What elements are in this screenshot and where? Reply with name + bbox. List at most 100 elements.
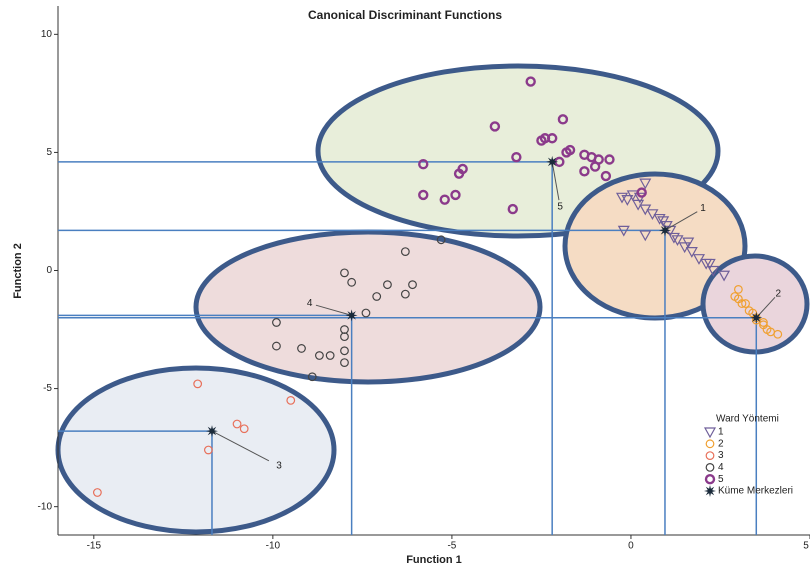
y-tick-label: 10	[41, 29, 53, 40]
point	[92, 488, 102, 497]
point	[685, 247, 698, 258]
legend-marker	[705, 463, 715, 472]
point	[193, 379, 203, 389]
point	[617, 225, 630, 237]
point	[600, 170, 612, 182]
chart-title: Canonical Discriminant Functions	[308, 8, 502, 22]
point	[340, 358, 349, 368]
x-tick-label: -10	[266, 541, 281, 552]
point	[564, 144, 576, 156]
legend-marker	[704, 485, 716, 497]
point	[733, 284, 743, 294]
point	[372, 292, 382, 301]
point	[633, 192, 646, 204]
point	[361, 308, 371, 318]
point	[400, 247, 410, 257]
legend-label: 4	[718, 462, 724, 473]
legend-label: 1	[718, 427, 724, 438]
legend-label: 2	[718, 438, 724, 449]
point	[408, 280, 417, 290]
centroid-label: 5	[557, 202, 563, 213]
legend-label: 5	[718, 474, 724, 485]
point	[347, 277, 357, 287]
legend-marker	[704, 474, 716, 485]
point	[203, 445, 213, 455]
x-tick-label: 0	[628, 541, 634, 552]
centroid	[546, 155, 559, 168]
point	[773, 329, 783, 339]
point	[737, 299, 747, 308]
point	[325, 351, 335, 360]
centroid-label: 4	[307, 298, 313, 309]
point	[439, 194, 450, 205]
leader-line	[551, 161, 560, 201]
point	[340, 332, 349, 342]
legend-marker	[703, 427, 717, 439]
point	[703, 258, 716, 270]
point	[579, 166, 590, 177]
cluster-ellipse	[700, 253, 810, 355]
centroid	[206, 425, 218, 438]
point	[615, 192, 629, 204]
y-tick-label: 0	[46, 265, 52, 276]
x-tick-label: 5	[803, 541, 809, 552]
leader-line	[315, 304, 352, 316]
leader-line	[211, 430, 270, 462]
point	[671, 235, 684, 247]
point	[667, 232, 680, 244]
y-tick-label: -5	[43, 383, 52, 394]
x-tick-label: -15	[87, 541, 102, 552]
leader-line	[664, 211, 698, 231]
point	[307, 372, 317, 382]
point	[741, 299, 750, 308]
point	[653, 213, 666, 225]
x-axis-label: Function 1	[406, 554, 462, 566]
legend-title: Ward Yöntemi	[716, 414, 779, 425]
centroid	[750, 311, 763, 324]
point	[604, 154, 615, 165]
point	[418, 189, 429, 201]
point	[297, 344, 306, 353]
point	[589, 161, 601, 172]
cluster-ellipse	[55, 365, 337, 535]
y-tick-label: -10	[38, 501, 53, 512]
point	[436, 235, 446, 245]
point	[639, 230, 652, 242]
point	[718, 270, 731, 282]
point	[340, 268, 349, 278]
point	[418, 159, 429, 170]
centroid-label: 3	[276, 461, 282, 472]
legend-label: 3	[718, 450, 724, 461]
point	[557, 114, 569, 125]
point	[315, 351, 324, 360]
centroid	[659, 224, 671, 237]
point	[626, 190, 639, 202]
point	[525, 76, 536, 87]
point	[453, 168, 465, 179]
centroid-label: 2	[776, 288, 782, 299]
point	[511, 151, 522, 163]
point	[450, 189, 461, 201]
legend-label: Küme Merkezleri	[718, 486, 793, 497]
point	[272, 318, 281, 327]
centroid-label: 1	[700, 203, 706, 214]
point	[639, 178, 652, 190]
cluster-ellipse	[193, 229, 543, 385]
x-tick-label: -5	[447, 541, 456, 552]
point	[239, 424, 249, 434]
point	[636, 187, 647, 198]
legend-marker	[705, 439, 715, 449]
point	[383, 280, 392, 290]
point	[507, 203, 518, 215]
point	[400, 289, 410, 299]
point	[707, 265, 720, 277]
legend-marker	[705, 451, 715, 461]
point	[232, 419, 242, 429]
y-tick-label: 5	[46, 147, 52, 158]
point	[286, 395, 296, 405]
ellipses	[55, 63, 810, 535]
point	[536, 135, 547, 146]
point	[272, 341, 281, 351]
